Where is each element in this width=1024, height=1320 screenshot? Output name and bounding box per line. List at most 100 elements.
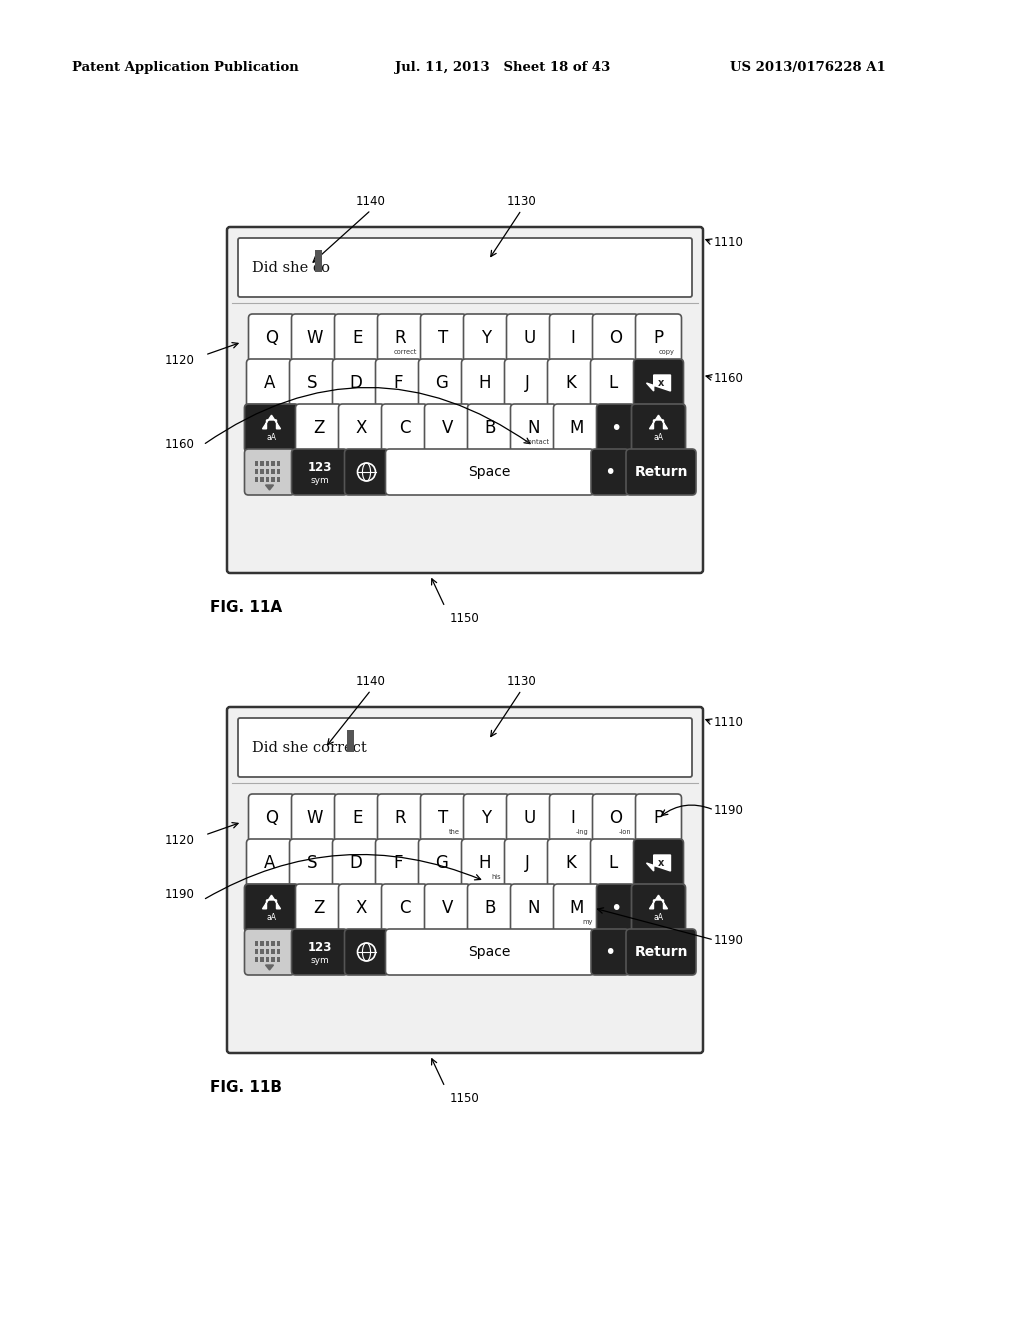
- Text: x: x: [657, 378, 664, 388]
- Text: T: T: [438, 809, 449, 828]
- Bar: [276, 949, 280, 954]
- Text: contact: contact: [524, 440, 550, 445]
- FancyBboxPatch shape: [425, 884, 470, 932]
- Text: H: H: [478, 374, 490, 392]
- FancyBboxPatch shape: [290, 840, 336, 887]
- Text: 1130: 1130: [507, 195, 537, 209]
- Text: x: x: [657, 858, 664, 869]
- Text: his: his: [490, 874, 501, 880]
- FancyBboxPatch shape: [290, 359, 336, 407]
- Text: Return: Return: [634, 465, 688, 479]
- Text: Y: Y: [481, 329, 492, 347]
- FancyBboxPatch shape: [296, 404, 341, 451]
- Text: S: S: [307, 374, 317, 392]
- Text: R: R: [394, 809, 407, 828]
- Text: I: I: [570, 809, 574, 828]
- FancyBboxPatch shape: [597, 404, 635, 451]
- FancyBboxPatch shape: [511, 404, 556, 451]
- Text: -ing: -ing: [575, 829, 589, 836]
- Text: U: U: [523, 329, 536, 347]
- Bar: [271, 469, 274, 474]
- FancyBboxPatch shape: [505, 840, 551, 887]
- Bar: [265, 477, 269, 482]
- Text: Space: Space: [469, 465, 511, 479]
- Polygon shape: [262, 416, 281, 429]
- FancyBboxPatch shape: [247, 359, 293, 407]
- FancyBboxPatch shape: [634, 840, 683, 887]
- FancyBboxPatch shape: [333, 359, 379, 407]
- Bar: [276, 941, 280, 946]
- Text: FIG. 11A: FIG. 11A: [210, 601, 283, 615]
- Bar: [255, 469, 258, 474]
- FancyBboxPatch shape: [335, 795, 381, 842]
- FancyBboxPatch shape: [245, 884, 299, 932]
- Polygon shape: [649, 895, 668, 908]
- FancyBboxPatch shape: [385, 929, 594, 975]
- FancyBboxPatch shape: [339, 884, 384, 932]
- FancyBboxPatch shape: [468, 404, 513, 451]
- Polygon shape: [265, 484, 273, 490]
- Text: F: F: [394, 374, 403, 392]
- Text: 1110: 1110: [714, 235, 743, 248]
- Text: O: O: [609, 809, 622, 828]
- Text: •: •: [604, 942, 615, 961]
- Text: A: A: [264, 374, 275, 392]
- Text: aA: aA: [653, 913, 664, 923]
- Bar: [271, 957, 274, 962]
- Text: Space: Space: [469, 945, 511, 960]
- Text: I: I: [570, 329, 574, 347]
- FancyBboxPatch shape: [597, 884, 635, 932]
- Text: V: V: [441, 899, 454, 917]
- Text: 1190: 1190: [165, 888, 195, 902]
- Text: Jul. 11, 2013   Sheet 18 of 43: Jul. 11, 2013 Sheet 18 of 43: [395, 62, 610, 74]
- FancyBboxPatch shape: [632, 884, 685, 932]
- Text: E: E: [352, 809, 362, 828]
- Bar: [271, 477, 274, 482]
- FancyBboxPatch shape: [507, 314, 553, 362]
- Text: P: P: [653, 809, 664, 828]
- Bar: [315, 249, 322, 272]
- Text: Return: Return: [634, 945, 688, 960]
- Text: the: the: [449, 829, 460, 836]
- Text: •: •: [610, 899, 622, 917]
- Bar: [260, 461, 263, 466]
- FancyBboxPatch shape: [339, 404, 384, 451]
- Text: sym: sym: [310, 956, 329, 965]
- Text: 123: 123: [307, 941, 332, 954]
- Text: V: V: [441, 418, 454, 437]
- Text: E: E: [352, 329, 362, 347]
- FancyBboxPatch shape: [335, 314, 381, 362]
- FancyBboxPatch shape: [292, 449, 347, 495]
- Bar: [255, 461, 258, 466]
- FancyBboxPatch shape: [292, 929, 347, 975]
- Bar: [271, 941, 274, 946]
- Text: J: J: [525, 854, 530, 873]
- FancyBboxPatch shape: [464, 795, 510, 842]
- FancyBboxPatch shape: [636, 314, 682, 362]
- Text: J: J: [525, 374, 530, 392]
- FancyBboxPatch shape: [505, 359, 551, 407]
- Bar: [260, 957, 263, 962]
- Text: 1160: 1160: [165, 438, 195, 451]
- FancyBboxPatch shape: [344, 929, 388, 975]
- Text: A: A: [264, 854, 275, 873]
- Text: Y: Y: [481, 809, 492, 828]
- FancyBboxPatch shape: [245, 449, 295, 495]
- FancyBboxPatch shape: [550, 795, 596, 842]
- Text: L: L: [609, 374, 618, 392]
- Text: F: F: [394, 854, 403, 873]
- Text: 1190: 1190: [714, 804, 743, 817]
- FancyBboxPatch shape: [421, 314, 467, 362]
- Text: B: B: [484, 899, 497, 917]
- Text: C: C: [398, 899, 411, 917]
- FancyBboxPatch shape: [227, 708, 703, 1053]
- Text: D: D: [349, 374, 361, 392]
- FancyBboxPatch shape: [468, 884, 513, 932]
- Text: correct: correct: [393, 348, 417, 355]
- FancyBboxPatch shape: [462, 840, 508, 887]
- Text: 1190: 1190: [714, 933, 743, 946]
- Bar: [260, 941, 263, 946]
- FancyBboxPatch shape: [425, 404, 470, 451]
- Bar: [265, 957, 269, 962]
- Text: Patent Application Publication: Patent Application Publication: [72, 62, 299, 74]
